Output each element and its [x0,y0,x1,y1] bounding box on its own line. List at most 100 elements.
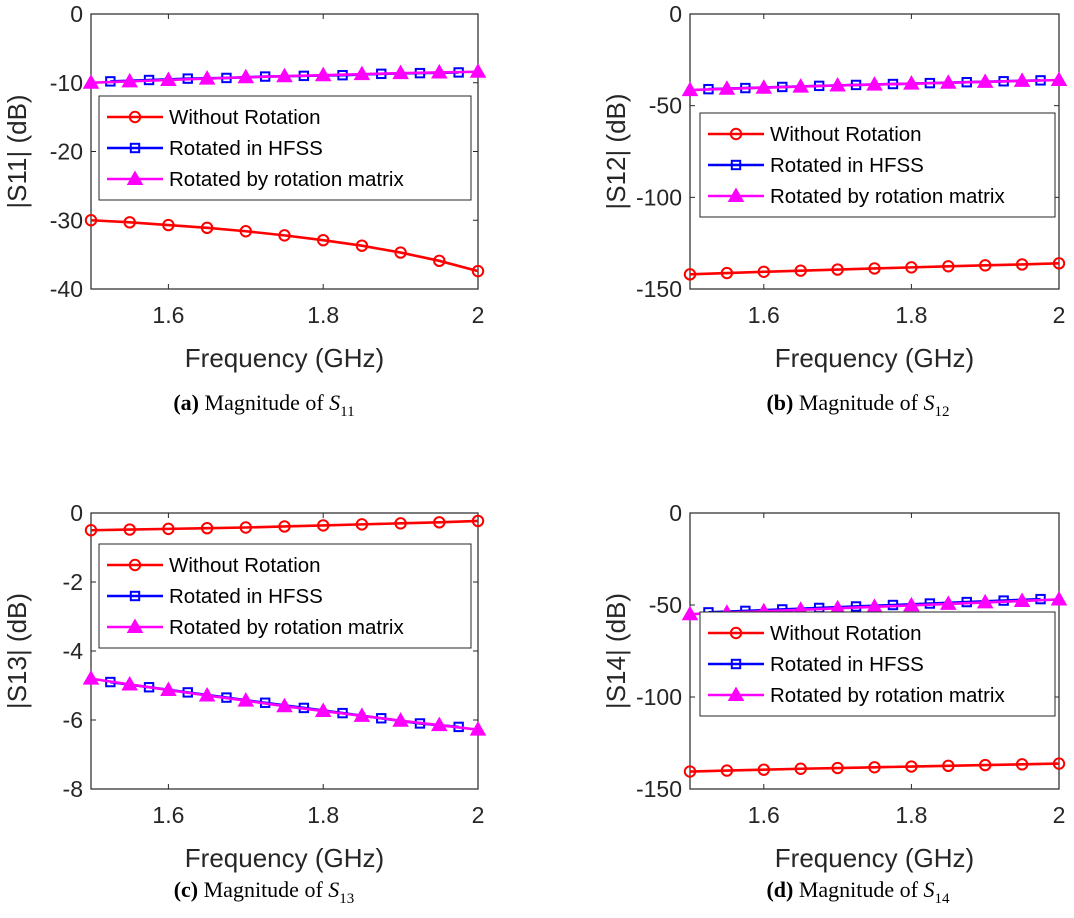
data-point [276,67,293,83]
x-axis-label: Frequency (GHz) [775,343,974,373]
data-point [123,216,136,229]
data-point [469,63,487,78]
figure-caption: (c) Magnitude of S13 [174,877,355,907]
data-point [353,65,371,81]
y-tick-label: -40 [50,276,83,302]
series-line [90,519,479,532]
data-point [940,74,957,89]
data-point [431,716,448,732]
legend-label: Rotated in HFSS [770,653,924,676]
legend-marker [727,187,745,202]
data-point [82,670,100,685]
data-point [979,259,992,272]
data-point [353,707,371,722]
x-tick-label: 2 [1053,302,1066,328]
legend-label: Without Rotation [169,106,321,129]
legend-marker [128,558,142,572]
legend-label: Without Rotation [169,554,321,577]
data-point [82,74,100,89]
x-tick-label: 1.6 [152,802,184,828]
legend-box [98,543,472,649]
x-tick-label: 1.6 [748,302,780,328]
data-point [683,765,697,778]
data-point [831,263,844,276]
caption-math: S [329,390,340,415]
legend-marker [128,110,142,124]
caption-math: S [924,877,935,902]
data-point [314,66,332,82]
caption-text: Magnitude of [793,390,923,415]
caption-subscript: 13 [339,891,354,907]
data-point [160,71,177,86]
data-point [979,758,992,772]
data-point [942,260,955,273]
y-tick-label: 0 [70,500,83,526]
x-tick-label: 1.6 [748,802,780,828]
data-point [868,262,881,275]
series-2 [681,71,1068,97]
y-tick-label: -50 [649,592,682,618]
data-point [905,760,918,773]
data-point [276,697,293,713]
data-point [355,239,369,252]
y-axis-label: |S11| (dB) [2,94,32,208]
data-point [162,218,175,232]
data-point [1052,257,1066,270]
data-point [1052,757,1066,770]
caption-subscript: 14 [935,891,951,907]
series-line [689,762,1060,773]
data-point [792,78,809,93]
data-point [718,80,736,95]
data-point [162,522,175,536]
data-point [720,266,734,280]
y-tick-label: -10 [50,70,83,96]
legend: Without Rotation Rotated in HFSS Rotated b… [699,611,1056,717]
data-point [903,596,920,612]
data-point [683,268,697,281]
legend-marker [727,686,745,701]
y-tick-label: -100 [636,684,682,710]
x-tick-label: 1.8 [895,302,927,328]
data-point [394,517,407,530]
legend-marker [730,658,742,670]
caption-subscript: 12 [935,404,950,420]
y-tick-label: -150 [636,276,682,302]
legend-label: Rotated by rotation matrix [770,185,1005,208]
legend-marker [729,626,743,640]
legend-label: Rotated in HFSS [169,585,323,608]
caption-subscript: 11 [340,404,354,420]
x-axis-label: Frequency (GHz) [185,843,384,873]
y-tick-label: -8 [63,776,83,802]
data-point [237,692,255,707]
legend: Without Rotation Rotated in HFSS Rotated b… [699,112,1056,218]
caption-math: S [328,877,339,902]
chart-panel-b: 1.6 1.8 2 0 -50 -100 -150 Frequency (GHz) |S12| … [601,1,1068,420]
legend-label: Without Rotation [770,123,922,146]
legend-marker [129,142,141,154]
data-point [121,72,138,88]
legend-label: Rotated by rotation matrix [169,616,404,639]
data-point [237,68,255,84]
caption-label: (c) [174,877,198,902]
x-axis-label: Frequency (GHz) [185,343,384,373]
data-point [1015,258,1029,271]
data-point [681,81,699,97]
data-point [866,76,883,91]
data-point [757,763,770,776]
x-axis-label: Frequency (GHz) [775,843,974,873]
data-point [84,524,98,537]
x-tick-label: 1.8 [307,802,339,828]
data-point [392,64,409,80]
data-point [1013,72,1031,87]
chart-panel-c: 1.6 1.8 2 0 -2 -4 -6 -8 Frequency (GHz) |S13| (dB… [2,500,487,907]
data-point [278,229,291,242]
y-tick-label: -30 [50,207,83,233]
data-point [200,521,214,535]
legend-label: Rotated by rotation matrix [169,168,404,191]
y-tick-label: -150 [636,776,682,802]
data-point [200,221,214,235]
data-point [720,764,734,777]
data-point [198,70,216,85]
series-0 [683,257,1066,281]
data-point [198,686,216,702]
